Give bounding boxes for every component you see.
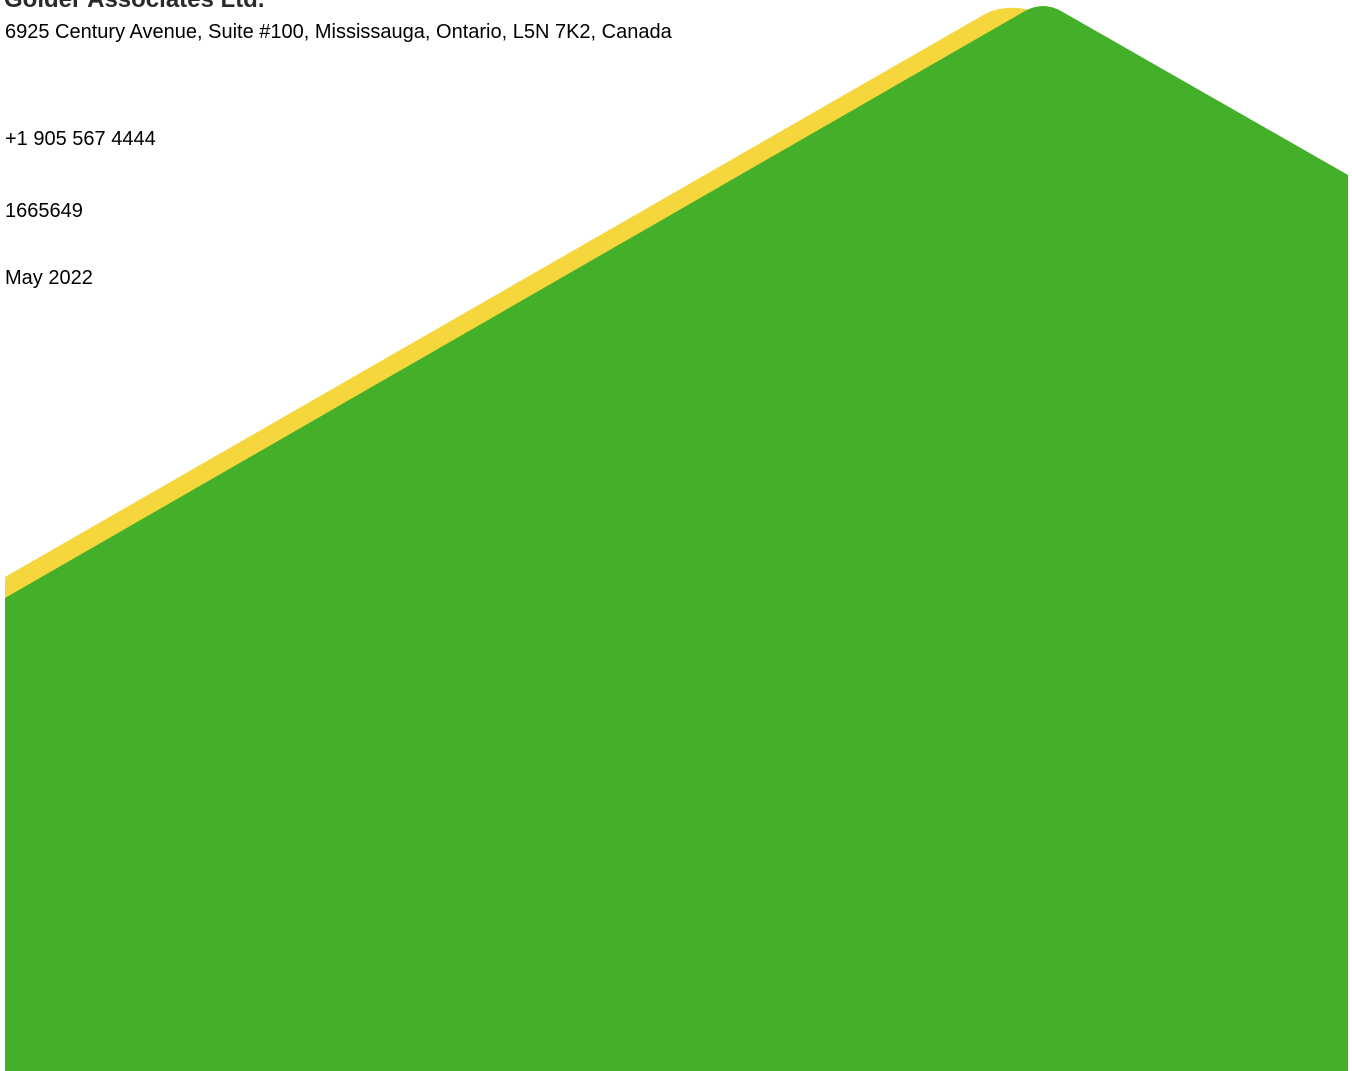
green-house-shape xyxy=(5,6,1348,1071)
address: 6925 Century Avenue, Suite #100, Mississ… xyxy=(5,21,672,43)
report-date: May 2022 xyxy=(5,267,93,289)
company-name: Golder Associates Ltd. xyxy=(4,0,265,14)
project-number: 1665649 xyxy=(5,200,83,222)
phone-number: +1 905 567 4444 xyxy=(5,128,156,150)
